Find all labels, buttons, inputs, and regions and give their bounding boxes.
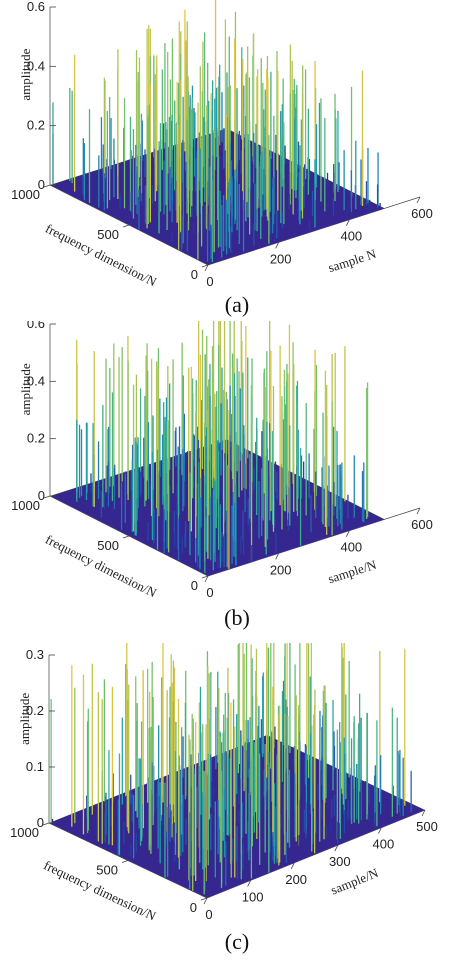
x-axis-label: sample N [326, 246, 378, 276]
z-axis-label: amplitude [18, 363, 33, 415]
y-tick-label-1: 500 [97, 227, 119, 242]
y-tick-0 [200, 897, 208, 901]
x-tick-label-1: 200 [270, 562, 292, 577]
z-tick-label-0: 0 [38, 488, 45, 503]
caption-b: (b) [224, 605, 250, 630]
y-tick-2 [43, 184, 51, 188]
z-tick-label-3: 0.6 [27, 321, 45, 331]
x-tick-3 [416, 507, 421, 515]
x-tick-4 [378, 827, 382, 834]
y-tick-label-0: 0 [191, 267, 198, 282]
z-tick-label-1: 0.1 [26, 759, 44, 774]
x-tick-0 [204, 575, 209, 583]
caption-c: (c) [224, 929, 250, 954]
x-tick-0 [204, 264, 209, 272]
x-tick-label-3: 600 [411, 517, 433, 532]
x-tick-3 [334, 845, 339, 852]
x-tick-label-2: 400 [340, 229, 362, 244]
subplot-a: 0 0.2 0.4 0.6 0 200 400 600 0 500 1000 amplitude sam… [0, 0, 474, 321]
x-tick-label-1: 200 [270, 251, 292, 266]
surface-floor [49, 735, 425, 898]
z-tick-label-2: 0.4 [27, 58, 45, 73]
x-tick-1 [247, 880, 251, 887]
z-tick-label-0: 0 [38, 177, 45, 192]
y-tick-label-2: 1000 [11, 187, 40, 202]
x-tick-2 [345, 530, 350, 537]
x-axis-label: sample/N [326, 557, 379, 587]
x-tick-2 [345, 219, 350, 226]
z-tick-label-2: 0.4 [27, 373, 45, 388]
x-tick-1 [275, 242, 280, 249]
y-tick-label-2: 1000 [11, 498, 40, 513]
x-tick-1 [275, 553, 280, 560]
x-tick-label-5: 500 [416, 819, 438, 834]
z-axis-label: amplitude [18, 48, 33, 100]
z-tick-label-2: 0.2 [26, 703, 44, 718]
y-tick-1 [121, 860, 129, 863]
x-tick-label-2: 200 [285, 872, 307, 887]
y-tick-2 [43, 495, 51, 499]
y-tick-1 [122, 535, 130, 539]
z-tick-label-1: 0.2 [27, 431, 45, 446]
x-tick-label-2: 400 [340, 540, 362, 555]
surface-spikes [52, 0, 381, 262]
x-tick-2 [290, 862, 295, 869]
y-tick-label-2: 1000 [10, 825, 39, 840]
z-tick-label-1: 0.2 [27, 118, 45, 133]
subplot-b: 0 0.2 0.4 0.6 0 200 400 600 0 500 1000 amplitude sam… [0, 321, 474, 643]
z-axis-label: amplitude [17, 693, 32, 745]
x-tick-0 [203, 897, 208, 905]
y-tick-label-1: 500 [97, 538, 119, 553]
x-axis-line [206, 809, 426, 899]
y-tick-label-1: 500 [96, 863, 118, 878]
x-axis-line [207, 196, 421, 266]
x-axis-line [207, 507, 421, 577]
x-tick-5 [421, 809, 426, 817]
y-tick-1 [122, 224, 130, 228]
z-tick-label-3: 0.6 [27, 0, 45, 14]
x-tick-label-0: 0 [206, 585, 213, 600]
chart-b-svg: 0 0.2 0.4 0.6 0 200 400 600 0 500 1000 amplitude sam… [11, 321, 433, 601]
subplot-c: 0 0.1 0.2 0.3 0 100 200 300 400 500 0 500 1000 amplit… [0, 643, 474, 963]
surface-spikes [67, 321, 374, 573]
y-tick-0 [201, 264, 209, 268]
x-tick-label-0: 0 [206, 274, 213, 289]
x-tick-label-3: 600 [411, 206, 433, 221]
x-tick-label-0: 0 [205, 907, 212, 922]
y-tick-2 [42, 822, 50, 826]
caption-a: (a) [224, 292, 250, 317]
chart-a-svg: 0 0.2 0.4 0.6 0 200 400 600 0 500 1000 amplitude sam… [11, 0, 433, 290]
chart-c-svg: 0 0.1 0.2 0.3 0 100 200 300 400 500 0 500 1000 amplit… [10, 643, 438, 924]
x-axis-label: sample/N [329, 865, 381, 898]
x-tick-label-3: 300 [329, 854, 351, 869]
x-tick-label-1: 100 [242, 889, 264, 904]
surface-spikes [50, 643, 412, 895]
x-tick-label-4: 400 [373, 837, 395, 852]
z-tick-label-3: 0.3 [26, 647, 44, 662]
y-tick-label-0: 0 [191, 578, 198, 593]
y-tick-0 [201, 575, 209, 579]
z-tick-label-0: 0 [37, 815, 44, 830]
y-tick-label-0: 0 [190, 900, 197, 915]
x-tick-3 [416, 196, 421, 204]
